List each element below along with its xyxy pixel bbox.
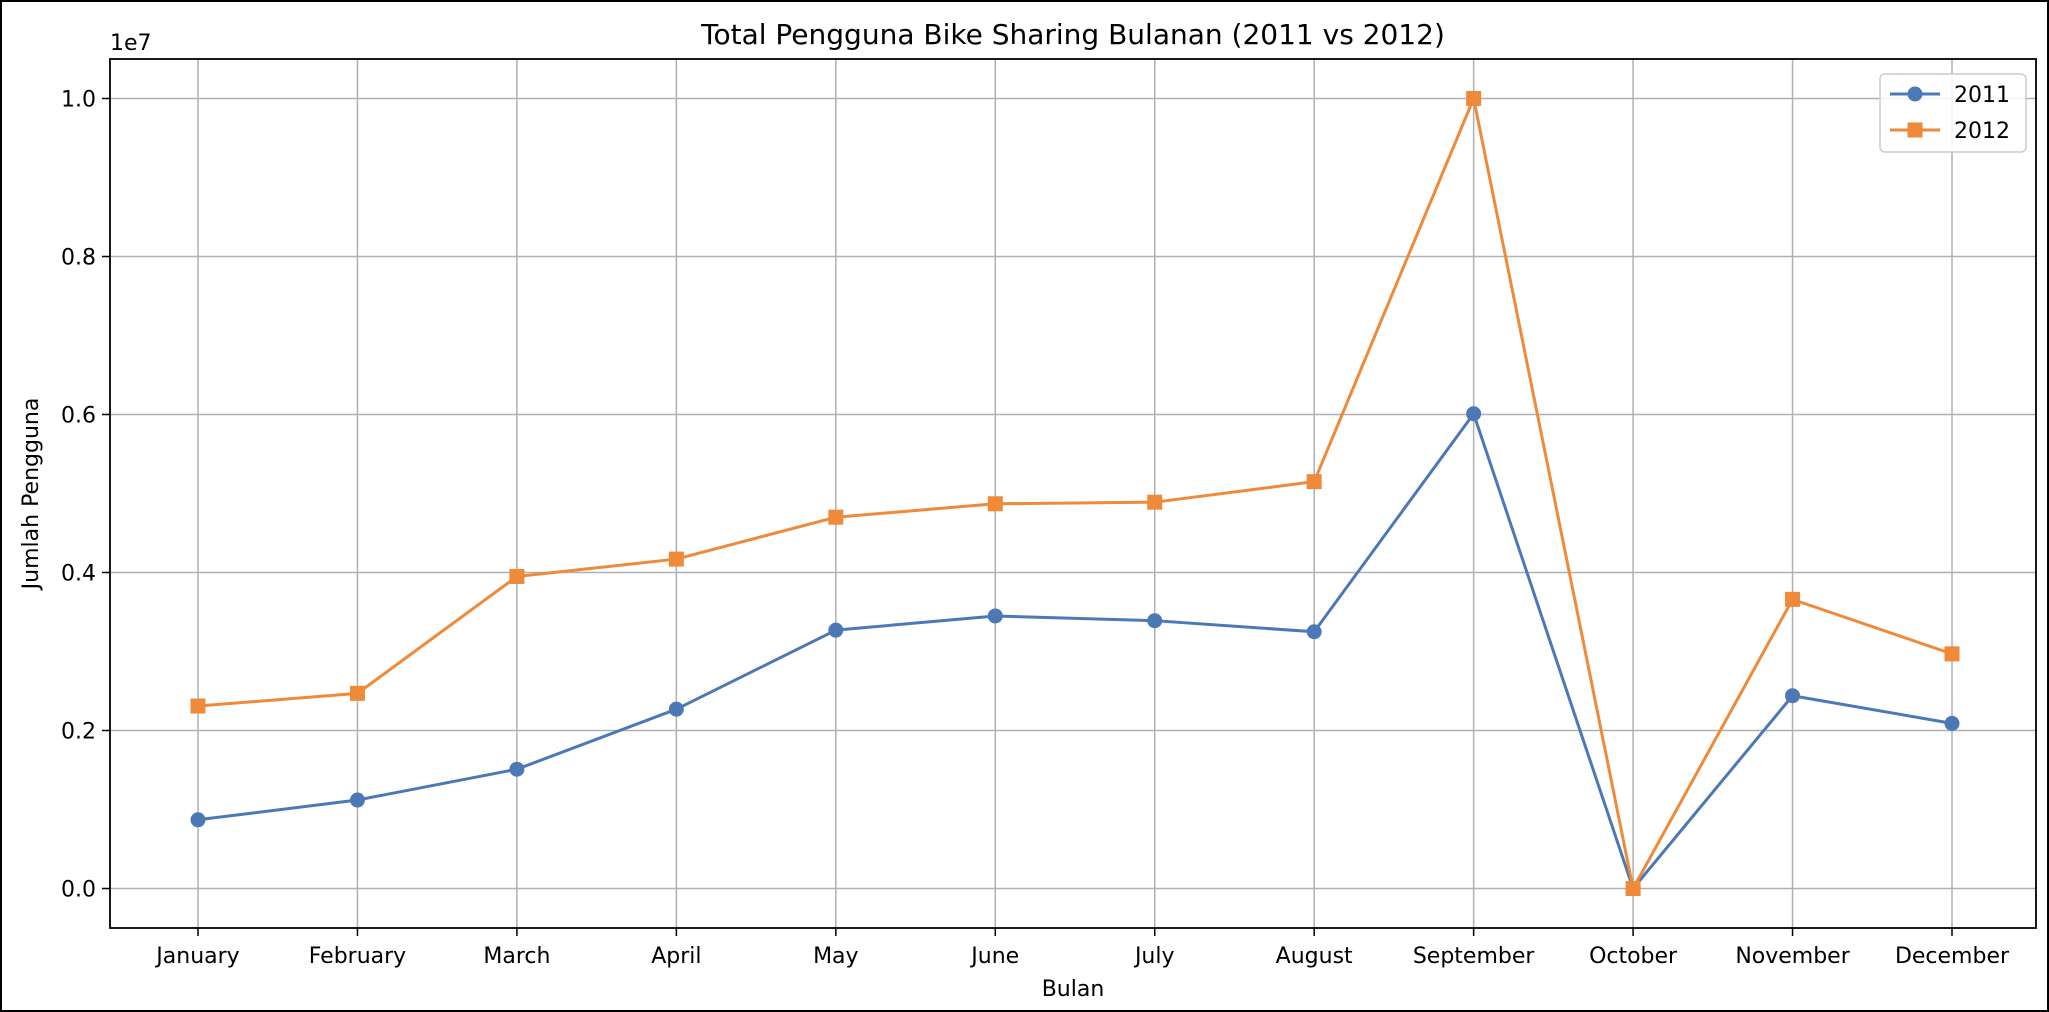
- x-tick-label: January: [154, 944, 239, 969]
- grid: [110, 59, 2036, 928]
- y-tick-label: 0.8: [61, 246, 96, 271]
- y-tick-label: 0.4: [61, 562, 96, 587]
- data-point: [1306, 624, 1322, 640]
- legend-item-2011: 2011: [1890, 83, 2010, 108]
- plot-frame: [109, 58, 2037, 929]
- chart-title: Total Pengguna Bike Sharing Bulanan (201…: [700, 18, 1445, 51]
- y-tick-label: 1.0: [61, 88, 96, 113]
- legend: 2011 2012: [1879, 73, 2027, 153]
- data-point: [1944, 646, 1960, 662]
- series-layer: [190, 91, 1960, 896]
- data-point: [1785, 591, 1801, 607]
- x-tick-label: August: [1276, 944, 1353, 969]
- series-2012: [190, 91, 1960, 896]
- series-line-2011: [197, 412, 1953, 890]
- y-axis-offset-label: 1e7: [110, 31, 152, 56]
- x-tick-label: May: [813, 944, 858, 969]
- data-point: [828, 622, 844, 638]
- x-tick-label: September: [1413, 944, 1536, 969]
- x-tick-label: July: [1133, 944, 1175, 969]
- legend-label: 2011: [1954, 83, 2010, 108]
- data-point: [987, 608, 1003, 624]
- data-point: [1466, 91, 1482, 106]
- x-tick-label: March: [483, 944, 550, 969]
- data-point: [668, 551, 684, 567]
- series-line-2012: [197, 97, 1953, 890]
- y-tick-label: 0.2: [61, 720, 96, 745]
- data-point: [509, 761, 525, 777]
- data-point: [1147, 613, 1163, 629]
- data-point: [828, 509, 844, 525]
- x-tick-label: June: [969, 944, 1019, 969]
- y-axis-label: Jumlah Pengguna: [19, 398, 44, 592]
- x-tick-label: December: [1895, 944, 2010, 969]
- data-point: [1306, 474, 1322, 490]
- data-point: [1147, 494, 1163, 510]
- data-point: [1785, 688, 1801, 704]
- legend-item-2012: 2012: [1890, 119, 2010, 144]
- tick-layer: January February March April May June July Augu…: [61, 88, 2010, 970]
- data-point: [1466, 406, 1482, 422]
- x-tick-label: November: [1735, 944, 1850, 969]
- legend-label: 2012: [1954, 119, 2010, 144]
- x-axis-label: Bulan: [1042, 977, 1105, 1002]
- x-tick-label: April: [651, 944, 701, 969]
- data-point: [1625, 881, 1641, 896]
- x-tick-label: February: [309, 944, 407, 969]
- legend-marker: [1907, 86, 1923, 102]
- data-point: [349, 685, 365, 701]
- series-2011: [190, 406, 1960, 896]
- legend-marker: [1907, 122, 1923, 138]
- data-point: [668, 701, 684, 717]
- data-point: [509, 568, 525, 584]
- x-tick-label: October: [1589, 944, 1678, 969]
- y-tick-label: 0.6: [61, 404, 96, 429]
- data-point: [190, 812, 206, 828]
- data-point: [349, 792, 365, 808]
- y-tick-label: 0.0: [61, 878, 96, 903]
- data-point: [190, 698, 206, 714]
- data-point: [987, 496, 1003, 512]
- data-point: [1944, 715, 1960, 731]
